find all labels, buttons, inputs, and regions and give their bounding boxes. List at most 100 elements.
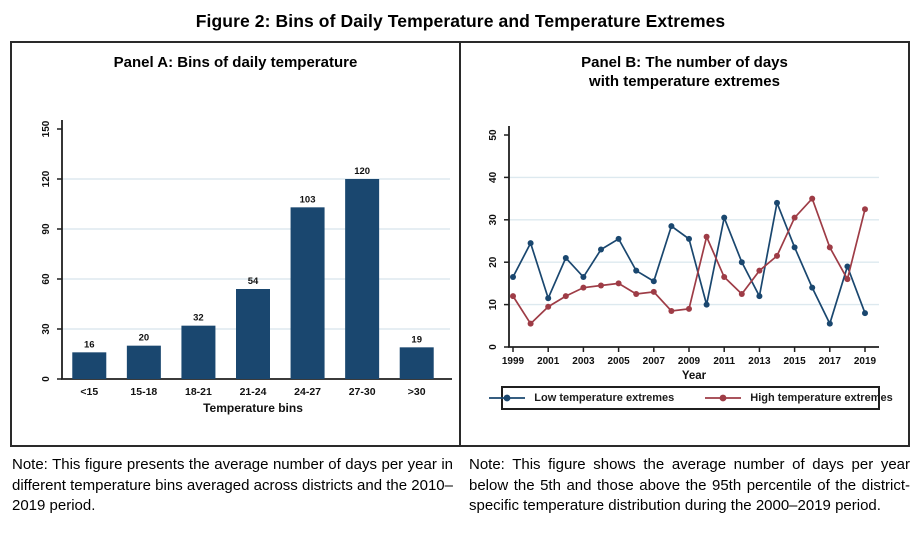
bar-value-label: 103 [300, 194, 316, 205]
bar-value-label: 20 [139, 332, 150, 343]
panels-row: Panel A: Bins of daily temperature 0 30 60… [10, 41, 910, 447]
low-series-point [826, 320, 833, 327]
high-series-point [721, 273, 728, 280]
low-series-point [844, 262, 851, 269]
y-tick-label: 20 [488, 256, 499, 268]
legend-item-high: High temperature extremes [704, 391, 893, 404]
legend: Low temperature extremes High temperatur… [489, 385, 893, 410]
panel-a-bar-chart: 0 30 60 90 120 150 16 <15 20 15-18 32 18-21 54 21-24 1… [12, 73, 459, 425]
low-series-point [633, 267, 640, 274]
low-series-point [527, 239, 534, 246]
high-series-point [686, 305, 692, 312]
high-series-marker-icon [705, 394, 742, 401]
low-series-point [650, 277, 657, 284]
panel-b-note: Note: This figure shows the average numb… [469, 456, 910, 515]
high-series-point [738, 290, 745, 297]
high-series-point [510, 292, 516, 299]
figure-title: Figure 2: Bins of Daily Temperature and … [195, 11, 726, 31]
bar [181, 325, 216, 379]
low-series-point [510, 273, 516, 280]
bar [126, 345, 161, 379]
x-tick-label: 2007 [643, 356, 666, 367]
low-series-point [703, 301, 710, 308]
high-series-point [615, 279, 622, 286]
x-axis-title: Temperature bins [203, 401, 303, 415]
legend-item-low: Low temperature extremes [488, 392, 674, 404]
x-tick-label: 2005 [607, 356, 630, 367]
low-series-point [862, 309, 868, 316]
low-series-point [580, 273, 587, 280]
bar [72, 352, 107, 379]
bar [399, 347, 434, 379]
x-tick-label: 24-27 [294, 386, 321, 398]
y-tick-label: 150 [41, 120, 52, 137]
legend-label-high: High temperature extremes [750, 391, 893, 404]
y-tick-label: 60 [41, 273, 52, 285]
x-tick-label: 1999 [502, 356, 525, 367]
x-tick-label: 2001 [537, 356, 560, 367]
low-series-point [686, 235, 692, 242]
x-tick-label: 2013 [748, 356, 771, 367]
x-tick-label: 2019 [854, 356, 877, 367]
low-series-point [738, 258, 745, 265]
y-tick-label: 30 [488, 213, 499, 225]
high-series-point [844, 275, 851, 282]
high-series-point [580, 284, 587, 291]
low-series-point [791, 243, 798, 250]
high-series-point [809, 195, 816, 202]
low-series-point [598, 245, 604, 252]
high-series-point [668, 307, 675, 314]
low-series-point [562, 254, 569, 261]
high-series-point [562, 292, 569, 299]
x-tick-label: 2017 [819, 356, 842, 367]
notes-row: Note: This figure presents the average n… [12, 455, 910, 517]
low-series-point [809, 284, 816, 291]
high-series-point [527, 320, 534, 327]
x-tick-label: 2003 [572, 356, 595, 367]
panel-a-title: Panel A: Bins of daily temperature [113, 54, 358, 71]
low-series-point [615, 235, 622, 242]
bar-chart-svg: 0 30 60 90 120 150 16 <15 20 15-18 32 18-21 54 21-24 1… [41, 119, 452, 415]
panel-b-title: Panel B: The number of days with tempera… [581, 54, 788, 90]
legend-label-low: Low temperature extremes [534, 391, 675, 404]
x-tick-label: 27-30 [349, 386, 376, 398]
x-tick-label: 15-18 [130, 386, 157, 398]
x-tick-label: 18-21 [185, 386, 212, 398]
panel-a-note: Note: This figure presents the average n… [12, 456, 453, 515]
y-tick-label: 90 [41, 223, 52, 235]
high-series-point [545, 303, 552, 310]
bar-value-label: 16 [84, 339, 95, 350]
figure-container: Figure 2: Bins of Daily Temperature and … [10, 11, 910, 517]
x-tick-label: 2009 [678, 356, 701, 367]
low-series-point [756, 292, 763, 299]
x-tick-label: <15 [80, 386, 98, 398]
panel-b-line-chart: 0 10 20 30 40 50 1999 2001 2003 2005 2007 2009 2011 2… [461, 92, 908, 384]
low-series-point [545, 294, 552, 301]
bar-value-label: 19 [411, 334, 422, 345]
x-tick-label: 2015 [783, 356, 806, 367]
bar [236, 288, 270, 379]
high-series-point [633, 290, 640, 297]
y-tick-label: 50 [488, 129, 499, 141]
panel-a: Panel A: Bins of daily temperature 0 30 60… [10, 41, 461, 447]
high-series-point [791, 214, 798, 221]
x-tick-label: 21-24 [240, 386, 267, 398]
y-tick-label: 0 [41, 376, 52, 382]
y-tick-label: 120 [41, 170, 52, 187]
panel-b: Panel B: The number of days with tempera… [459, 41, 910, 447]
y-tick-label: 40 [488, 171, 499, 183]
bar-value-label: 32 [193, 312, 204, 323]
high-series-point [774, 252, 780, 259]
high-series-point [650, 288, 657, 295]
bar-value-label: 54 [248, 276, 259, 287]
low-series-point [668, 222, 675, 229]
high-series-point [598, 282, 604, 289]
x-axis-title: Year [682, 370, 707, 382]
high-series-point [756, 267, 763, 274]
y-tick-label: 10 [488, 298, 499, 310]
high-series-point [703, 233, 710, 240]
x-tick-label: >30 [408, 386, 426, 398]
high-series-point [862, 205, 868, 212]
y-tick-label: 0 [488, 343, 499, 349]
y-tick-label: 30 [41, 323, 52, 335]
